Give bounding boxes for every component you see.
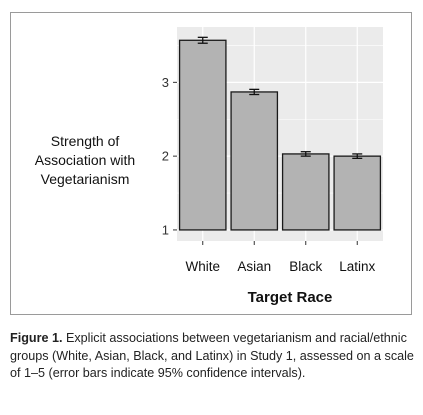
x-axis-label: Target Race: [247, 289, 333, 306]
x-tick-label-asian: Asian: [237, 259, 271, 274]
caption-text: Explicit associations between vegetarian…: [10, 331, 414, 380]
figure-frame: [10, 12, 412, 315]
bar-latinx: [333, 155, 382, 231]
y-axis-label: Strength of Association with Vegetariani…: [34, 133, 136, 187]
figure-caption: Figure 1. Explicit associations between …: [10, 330, 414, 383]
y-tick-label: 3: [162, 75, 169, 90]
x-tick-label-latinx: Latinx: [339, 259, 375, 274]
caption-label: Figure 1.: [10, 331, 63, 345]
bar-black: [281, 153, 330, 231]
y-tick-label: 2: [162, 149, 169, 164]
bar-asian: [230, 91, 279, 231]
x-tick-label-black: Black: [289, 259, 322, 274]
x-tick-label-white: White: [185, 259, 220, 274]
y-tick-label: 1: [162, 222, 169, 237]
bar-white: [178, 39, 227, 231]
